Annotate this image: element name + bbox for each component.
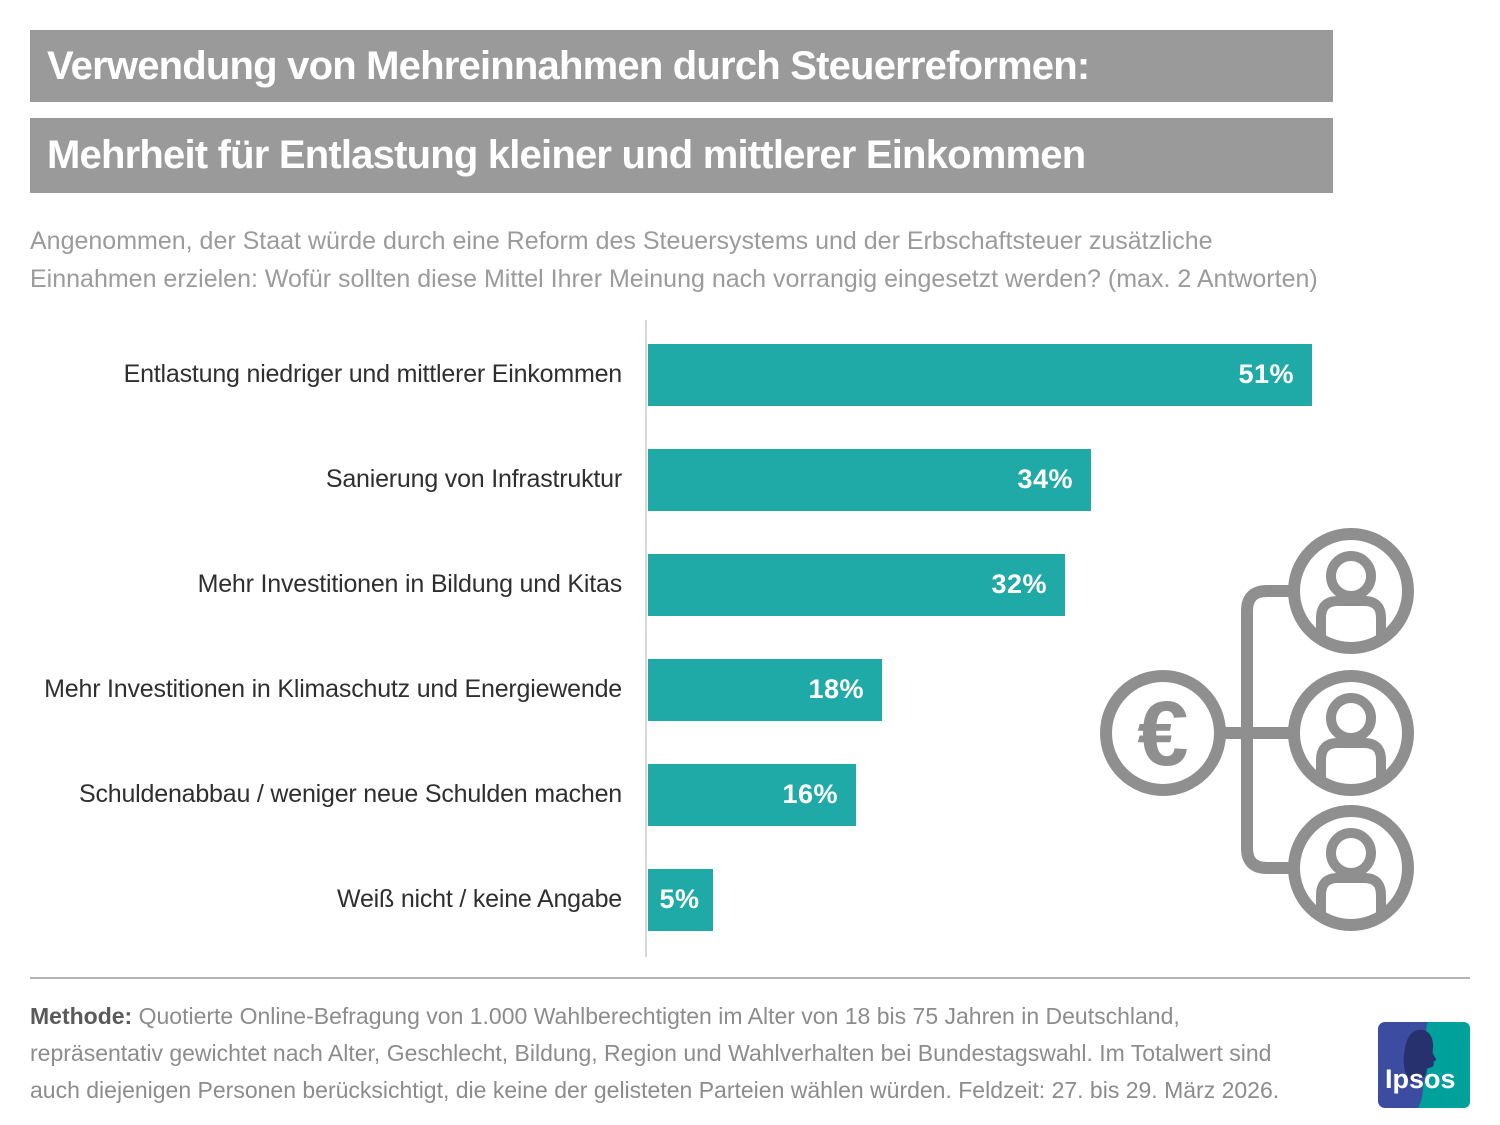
bar-value-label: 51% <box>1238 359 1294 389</box>
title-text-line1: Verwendung von Mehreinnahmen durch Steue… <box>47 43 1090 88</box>
chart-row: Sanierung von Infrastruktur 34% <box>0 427 1500 532</box>
bar-value-label: 16% <box>782 779 838 809</box>
method-note-line1: Methode: Quotierte Online-Befragung von … <box>30 1003 1180 1029</box>
survey-question-line2: Einnahmen erzielen: Wofür sollten diese … <box>30 265 1318 293</box>
bar: 32% <box>648 553 1065 616</box>
category-label: Mehr Investitionen in Bildung und Kitas <box>197 570 623 598</box>
bar-track: 34% <box>648 448 1500 511</box>
bar-value-label: 34% <box>1017 464 1073 494</box>
bar-track: 18% <box>648 658 1500 721</box>
bar-track: 51% <box>648 343 1500 406</box>
person-icon <box>1288 805 1414 931</box>
bar-value-label: 32% <box>991 569 1047 599</box>
method-note-line3: auch diejenigen Personen berücksichtigt,… <box>30 1077 1280 1103</box>
title-bar-line1: Verwendung von Mehreinnahmen durch Steue… <box>30 30 1333 102</box>
ipsos-logo-text: Ipsos <box>1385 1064 1456 1094</box>
euro-symbol: € <box>1137 683 1188 785</box>
bar-value-label: 18% <box>808 674 864 704</box>
chart-row: Weiß nicht / keine Angabe 5% <box>0 847 1500 952</box>
bar: 18% <box>648 658 882 721</box>
bar-track: 32% <box>648 553 1500 616</box>
chart-row: Mehr Investitionen in Bildung und Kitas … <box>0 532 1500 637</box>
method-note: Methode: Quotierte Online-Befragung von … <box>30 998 1279 1109</box>
survey-question: Angenommen, der Staat würde durch eine R… <box>30 222 1318 298</box>
ipsos-logo: Ipsos <box>1378 1022 1470 1108</box>
bar-value-label: 5% <box>659 884 700 914</box>
bar: 5% <box>648 868 713 931</box>
ipsos-logo-face-silhouette <box>1403 1029 1437 1083</box>
chart-row: Mehr Investitionen in Klimaschutz und En… <box>0 637 1500 742</box>
category-label: Entlastung niedriger und mittlerer Einko… <box>123 360 623 388</box>
bar: 51% <box>648 343 1312 406</box>
category-label: Mehr Investitionen in Klimaschutz und En… <box>44 675 622 703</box>
method-note-line2: repräsentativ gewichtet nach Alter, Gesc… <box>30 1040 1272 1066</box>
method-label: Methode: <box>30 1003 133 1029</box>
chart-rows: Entlastung niedriger und mittlerer Einko… <box>0 322 1500 952</box>
euro-circle-icon <box>1100 670 1226 796</box>
category-label: Weiß nicht / keine Angabe <box>337 885 622 913</box>
person-icon <box>1288 528 1414 654</box>
bar: 16% <box>648 763 856 826</box>
connector-lines <box>1224 585 1292 874</box>
category-label: Sanierung von Infrastruktur <box>325 465 622 493</box>
bar-chart: Entlastung niedriger und mittlerer Einko… <box>0 320 1500 962</box>
category-label: Schuldenabbau / weniger neue Schulden ma… <box>79 780 622 808</box>
survey-question-line1: Angenommen, der Staat würde durch eine R… <box>30 227 1213 255</box>
title-bar-line2: Mehrheit für Entlastung kleiner und mitt… <box>30 118 1333 193</box>
bar: 34% <box>648 448 1091 511</box>
chart-row: Entlastung niedriger und mittlerer Einko… <box>0 322 1500 427</box>
person-icon <box>1288 670 1414 796</box>
bar-track: 5% <box>648 868 1500 931</box>
euro-distribution-icon: € <box>1100 528 1414 931</box>
title-text-line2: Mehrheit für Entlastung kleiner und mitt… <box>47 133 1086 177</box>
footer-divider <box>30 977 1470 979</box>
bar-track: 16% <box>648 763 1500 826</box>
y-axis-line <box>645 320 647 957</box>
chart-row: Schuldenabbau / weniger neue Schulden ma… <box>0 742 1500 847</box>
